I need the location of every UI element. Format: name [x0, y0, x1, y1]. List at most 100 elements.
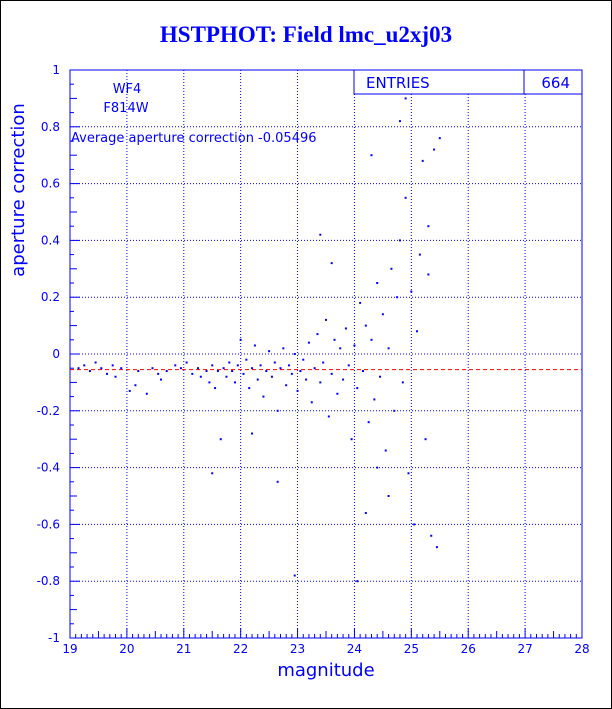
data-point: [393, 409, 396, 412]
y-tick-label: -1: [48, 631, 60, 645]
data-point: [225, 375, 228, 378]
data-point: [236, 364, 239, 367]
x-tick-label: 20: [119, 642, 134, 656]
data-point: [276, 409, 279, 412]
data-point: [219, 438, 222, 441]
data-point: [370, 154, 373, 157]
data-point: [216, 370, 219, 373]
data-point: [231, 370, 234, 373]
data-point: [307, 341, 310, 344]
data-point: [387, 495, 390, 497]
x-tick-label: 21: [176, 642, 191, 656]
x-tick-label: 24: [347, 642, 362, 656]
data-point: [134, 384, 137, 387]
data-point: [285, 384, 288, 387]
data-point: [273, 361, 276, 364]
y-tick-label: 1: [52, 63, 60, 77]
data-point: [270, 375, 273, 378]
data-point: [293, 574, 296, 577]
data-point: [376, 282, 379, 284]
data-point: [197, 367, 199, 370]
data-point: [325, 318, 327, 321]
data-point: [356, 387, 359, 390]
data-point: [438, 137, 441, 140]
data-point: [293, 353, 296, 355]
data-point: [268, 350, 271, 353]
data-point: [387, 347, 390, 350]
data-point: [242, 372, 245, 375]
data-point: [407, 472, 410, 475]
data-point: [316, 333, 319, 336]
data-point: [424, 438, 427, 441]
grid-lines: [70, 70, 582, 638]
data-point: [214, 387, 217, 390]
data-point: [251, 432, 254, 435]
data-point: [347, 364, 350, 367]
data-point: [199, 375, 202, 378]
data-point: [398, 120, 401, 123]
data-point: [228, 361, 231, 364]
data-point: [83, 364, 86, 367]
data-point: [433, 148, 436, 151]
x-tick-label: 19: [62, 642, 77, 656]
x-tick-label: 27: [517, 642, 532, 656]
y-tick-label: -0.8: [37, 574, 60, 588]
data-point: [160, 378, 163, 381]
data-point: [336, 392, 339, 395]
y-tick-label: 0.2: [41, 290, 60, 304]
y-tick-label: -0.6: [37, 517, 60, 531]
data-point: [174, 364, 177, 367]
x-tick-labels: 19 20 21 22 23 24 25 26 27 28: [62, 642, 589, 656]
x-axis-label: magnitude: [277, 660, 374, 681]
data-point: [265, 370, 268, 373]
data-point: [319, 381, 322, 384]
x-tick-label: 26: [461, 642, 476, 656]
x-tick-label: 25: [404, 642, 419, 656]
data-point: [339, 347, 342, 350]
stats-box: ENTRIES 664: [353, 69, 583, 95]
data-point: [288, 364, 291, 367]
data-point: [251, 367, 254, 370]
data-point: [398, 239, 401, 242]
data-point: [191, 372, 194, 375]
y-axis-label: aperture correction: [8, 103, 29, 277]
data-point: [259, 364, 262, 367]
average-annotation: Average aperture correction -0.05496: [71, 131, 317, 146]
data-point: [299, 370, 302, 373]
data-point: [342, 378, 345, 381]
filter-label: F814W: [103, 101, 148, 116]
data-point: [404, 97, 407, 100]
data-point: [222, 367, 225, 370]
data-point: [367, 421, 370, 424]
data-point: [319, 233, 322, 236]
stats-entries-label: ENTRIES: [366, 74, 430, 92]
data-point: [361, 370, 364, 373]
x-tick-label: 22: [233, 642, 248, 656]
data-point: [356, 580, 359, 583]
x-tick-label: 28: [574, 642, 589, 656]
data-point: [359, 301, 362, 304]
data-point: [262, 395, 265, 398]
data-point: [376, 466, 379, 469]
data-point: [151, 367, 154, 370]
data-point: [322, 361, 325, 364]
data-point: [179, 367, 182, 370]
data-point: [165, 370, 168, 373]
data-point: [120, 367, 123, 370]
data-point: [313, 367, 316, 370]
data-point: [245, 358, 248, 361]
data-point: [88, 370, 91, 373]
data-point: [404, 196, 407, 199]
data-point: [413, 523, 416, 526]
data-point: [239, 338, 242, 341]
stats-entries-value: 664: [541, 74, 570, 92]
data-point: [137, 370, 140, 373]
data-point: [276, 480, 279, 483]
data-point: [94, 361, 97, 364]
data-point: [77, 367, 80, 370]
y-tick-label: 0: [52, 347, 60, 361]
y-tick-label: 0.6: [41, 177, 60, 191]
data-point: [418, 253, 421, 256]
data-point: [100, 367, 103, 370]
